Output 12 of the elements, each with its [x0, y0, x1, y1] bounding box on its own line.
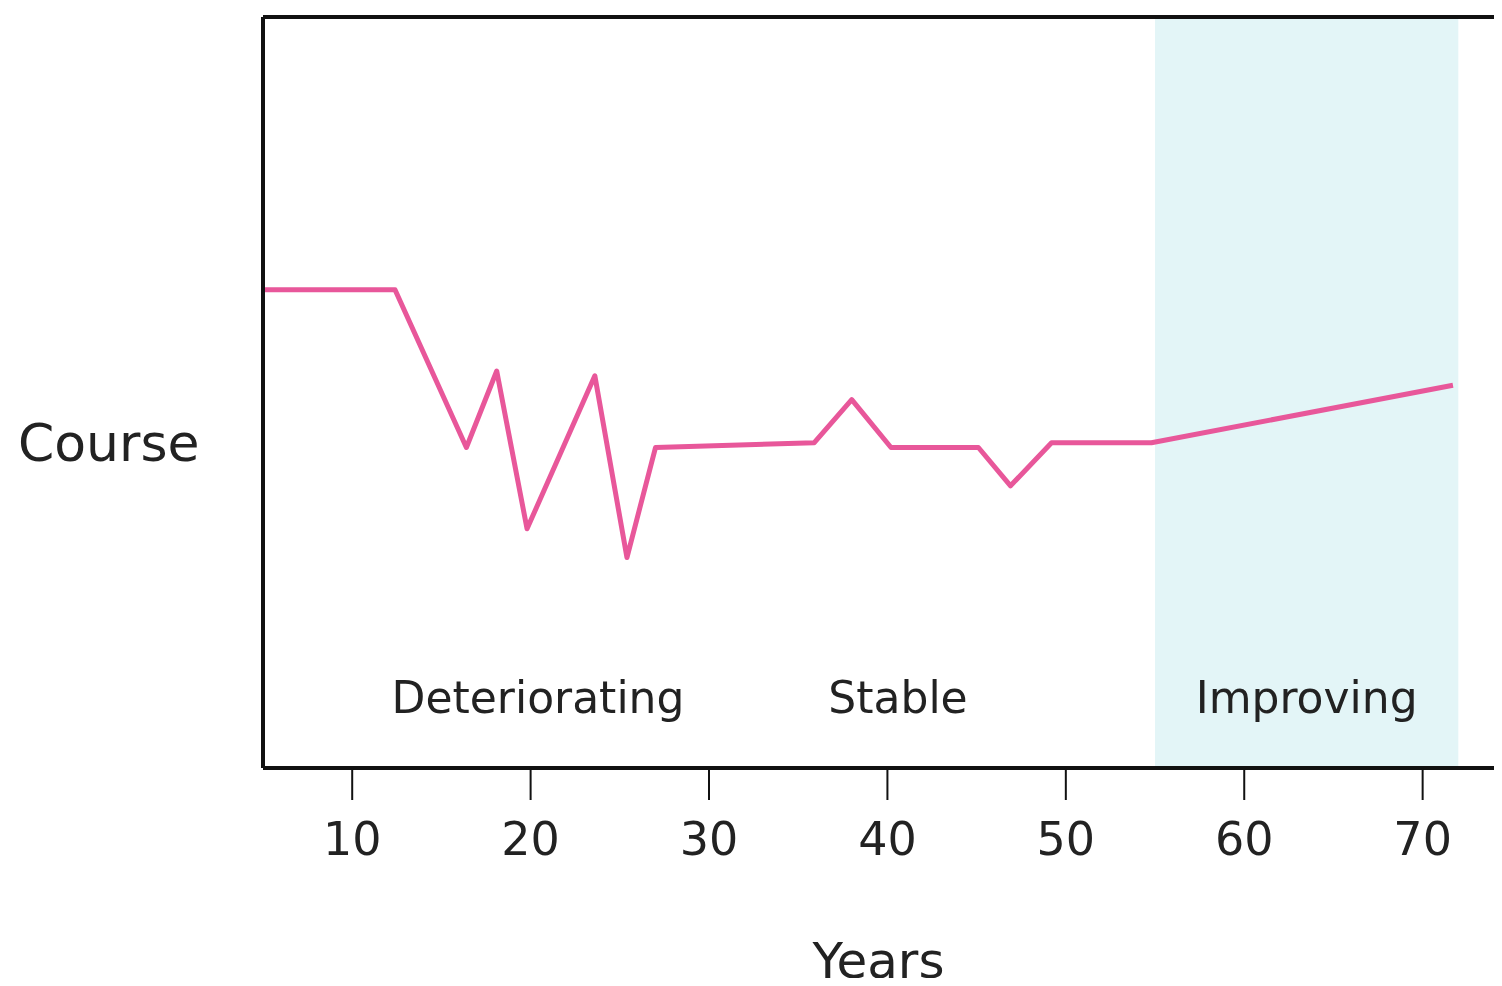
x-tick-label: 60	[1214, 811, 1274, 866]
x-tick-label: 40	[858, 811, 917, 866]
band-label: Improving	[1195, 672, 1418, 723]
x-tick-label: 50	[1036, 811, 1096, 866]
annotation: Stable	[828, 672, 968, 723]
x-tick-label: 10	[322, 811, 382, 866]
x-tick-label: 20	[501, 811, 560, 866]
x-tick-label: 30	[679, 811, 739, 866]
annotation: Deteriorating	[391, 672, 685, 723]
y-axis-title: Course	[18, 413, 200, 473]
x-axis-title: Years	[811, 932, 945, 986]
x-tick-label: 70	[1393, 811, 1452, 866]
